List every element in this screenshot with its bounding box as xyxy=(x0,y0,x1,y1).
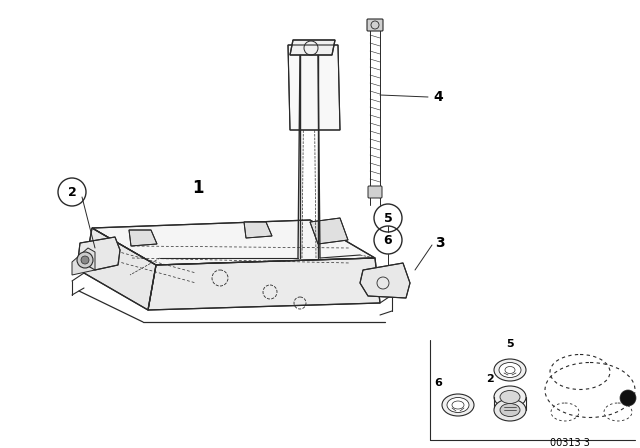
Polygon shape xyxy=(360,263,410,298)
Polygon shape xyxy=(92,220,375,265)
Polygon shape xyxy=(72,248,95,275)
Ellipse shape xyxy=(494,386,526,408)
Polygon shape xyxy=(244,222,272,238)
Ellipse shape xyxy=(494,359,526,381)
Text: 2: 2 xyxy=(486,374,494,384)
Circle shape xyxy=(620,390,636,406)
Text: 3: 3 xyxy=(435,236,445,250)
Polygon shape xyxy=(148,258,380,310)
Polygon shape xyxy=(310,218,348,244)
Circle shape xyxy=(77,252,93,268)
FancyBboxPatch shape xyxy=(368,186,382,198)
Text: 4: 4 xyxy=(433,90,443,104)
Polygon shape xyxy=(288,45,340,130)
Ellipse shape xyxy=(500,404,520,417)
Text: 00̲313 3: 00̲313 3 xyxy=(550,438,590,448)
Ellipse shape xyxy=(442,394,474,416)
Text: 5: 5 xyxy=(383,211,392,224)
Ellipse shape xyxy=(494,399,526,421)
Polygon shape xyxy=(78,237,120,270)
Polygon shape xyxy=(84,228,156,310)
Ellipse shape xyxy=(500,391,520,404)
Text: 5: 5 xyxy=(506,339,514,349)
Text: 6: 6 xyxy=(434,378,442,388)
Circle shape xyxy=(81,256,89,264)
Polygon shape xyxy=(129,230,157,246)
Text: 1: 1 xyxy=(192,179,204,197)
Text: 2: 2 xyxy=(68,185,76,198)
FancyBboxPatch shape xyxy=(367,19,383,31)
Polygon shape xyxy=(290,40,335,55)
Ellipse shape xyxy=(499,362,521,378)
Ellipse shape xyxy=(447,397,469,413)
Text: 6: 6 xyxy=(384,233,392,246)
